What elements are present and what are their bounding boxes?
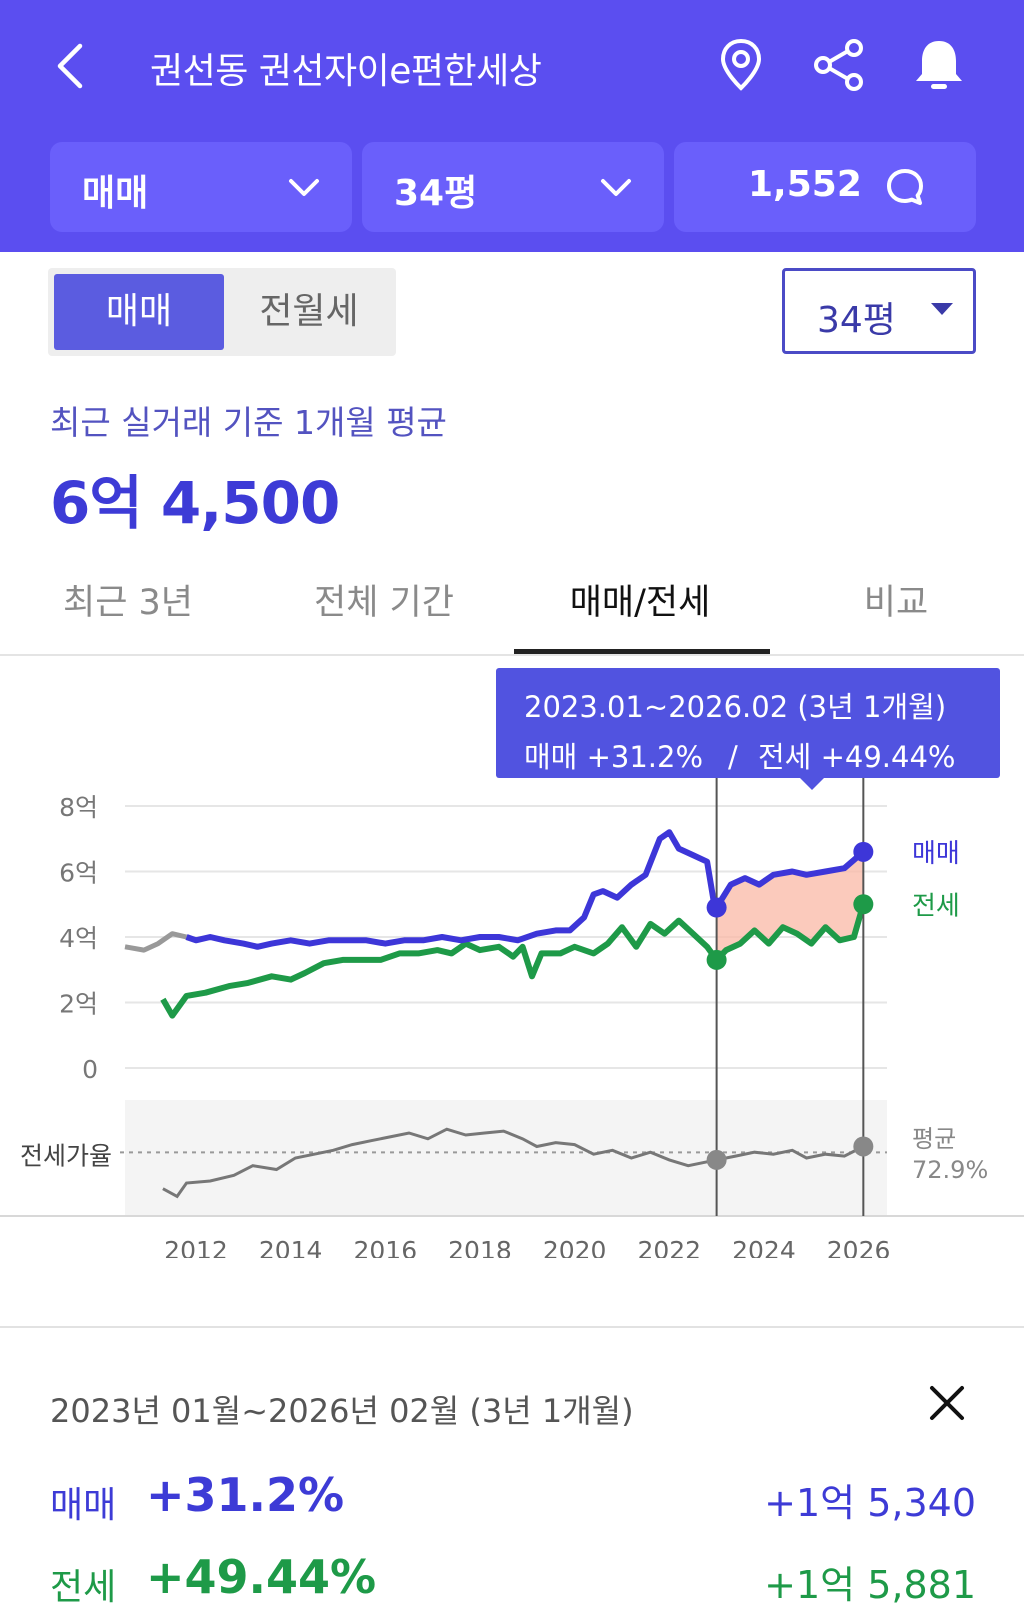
highlight-area xyxy=(716,851,864,960)
summary-rent-name: 전세 xyxy=(50,1567,117,1608)
tab-recent-3y[interactable]: 최근 3년 xyxy=(63,583,193,623)
x-tick-label: 2018 xyxy=(448,1236,512,1258)
rent-end-label: 전세 xyxy=(912,891,960,921)
summary-row-rent: 전세 +49.44% +1억 5,881 xyxy=(50,1550,976,1610)
location-pin-icon[interactable] xyxy=(712,36,770,94)
share-icon[interactable] xyxy=(810,36,868,94)
sale-end-marker xyxy=(853,841,874,862)
sale-start-marker xyxy=(706,897,727,918)
ratio-end-marker xyxy=(853,1136,874,1157)
page-title: 권선동 권선자이e편한세상 xyxy=(150,51,542,92)
tooltip-period: 2023.01~2026.02 (3년 1개월) xyxy=(524,690,946,724)
ratio-average-label: 평균 xyxy=(912,1125,956,1153)
sale-series-line xyxy=(185,829,866,950)
summary-rent-amount: +1억 5,881 xyxy=(764,1563,976,1607)
rent-end-marker xyxy=(853,894,874,915)
price-chart[interactable]: 8억 6억 4억 2억 0 전세가율 2012 2014 2016 2018 2020 2022 202… xyxy=(0,658,1024,1258)
x-tick-label: 2024 xyxy=(732,1236,796,1258)
summary-row-sale: 매매 +31.2% +1억 5,340 xyxy=(50,1468,976,1528)
tooltip-separator: / xyxy=(728,740,738,774)
active-tab-indicator xyxy=(514,649,770,654)
ratio-series-line xyxy=(162,1127,864,1199)
comments-button[interactable]: 1,552 xyxy=(674,142,976,232)
x-tick-label: 2012 xyxy=(164,1236,228,1258)
y-tick-label: 0 xyxy=(82,1055,98,1084)
x-tick-label: 2016 xyxy=(353,1236,417,1258)
tooltip-pointer xyxy=(800,778,824,790)
chevron-down-icon xyxy=(601,179,631,196)
toggle-sale[interactable]: 매매 xyxy=(54,274,224,350)
summary-sale-name: 매매 xyxy=(50,1485,117,1526)
tooltip-sale-change: 매매 +31.2% xyxy=(524,740,703,774)
close-icon[interactable] xyxy=(926,1382,968,1424)
average-price: 6억 4,500 xyxy=(50,469,340,537)
back-arrow-icon[interactable] xyxy=(50,40,90,92)
caret-down-icon xyxy=(931,303,953,315)
deal-toggle: 매매 전월세 xyxy=(48,268,396,356)
rent-start-marker xyxy=(706,949,727,970)
tab-sale-rent[interactable]: 매매/전세 xyxy=(569,583,711,623)
y-tick-label: 8억 xyxy=(59,793,98,822)
summary-sale-percent: +31.2% xyxy=(146,1468,345,1522)
summary-rent-percent: +49.44% xyxy=(146,1550,377,1604)
x-tick-label: 2026 xyxy=(827,1236,891,1258)
average-caption: 최근 실거래 기준 1개월 평균 xyxy=(50,403,447,442)
deal-type-select[interactable]: 매매 xyxy=(50,142,352,232)
summary-divider xyxy=(0,1326,1024,1328)
rent-series-line xyxy=(160,903,867,1019)
ratio-average-value: 72.9% xyxy=(912,1156,988,1184)
tooltip-rent-change: 전세 +49.44% xyxy=(758,740,955,774)
app-header: 권선동 권선자이e편한세상 매매 34평 1,552 xyxy=(0,0,1024,252)
ratio-panel-background xyxy=(125,1100,887,1216)
x-tick-label: 2014 xyxy=(259,1236,323,1258)
chat-bubble-icon xyxy=(887,169,923,205)
ratio-start-marker xyxy=(706,1149,727,1170)
sale-series-early-line xyxy=(124,931,188,953)
x-tick-label: 2022 xyxy=(637,1236,701,1258)
comment-count: 1,552 xyxy=(748,164,862,205)
x-tick-label: 2020 xyxy=(543,1236,607,1258)
bell-icon[interactable] xyxy=(910,36,968,94)
period-tabs: 최근 3년 전체 기간 매매/전세 비교 xyxy=(0,560,1024,656)
tab-all-period[interactable]: 전체 기간 xyxy=(314,583,454,623)
chevron-down-icon xyxy=(289,179,319,196)
ratio-panel-label: 전세가율 xyxy=(20,1141,112,1170)
summary-period: 2023년 01월~2026년 02월 (3년 1개월) xyxy=(50,1392,634,1430)
y-tick-label: 6억 xyxy=(59,859,98,888)
deal-type-select-label: 매매 xyxy=(82,173,149,214)
size-dropdown[interactable]: 34평 xyxy=(782,268,976,354)
size-select[interactable]: 34평 xyxy=(362,142,664,232)
y-tick-label: 2억 xyxy=(59,990,98,1019)
range-tooltip xyxy=(496,668,1000,778)
size-select-label: 34평 xyxy=(394,173,478,214)
tab-compare[interactable]: 비교 xyxy=(863,583,929,623)
toggle-rent[interactable]: 전월세 xyxy=(259,291,359,332)
size-dropdown-label: 34평 xyxy=(817,300,896,341)
y-tick-label: 4억 xyxy=(59,924,98,953)
sale-end-label: 매매 xyxy=(912,839,960,869)
summary-sale-amount: +1억 5,340 xyxy=(764,1481,976,1525)
